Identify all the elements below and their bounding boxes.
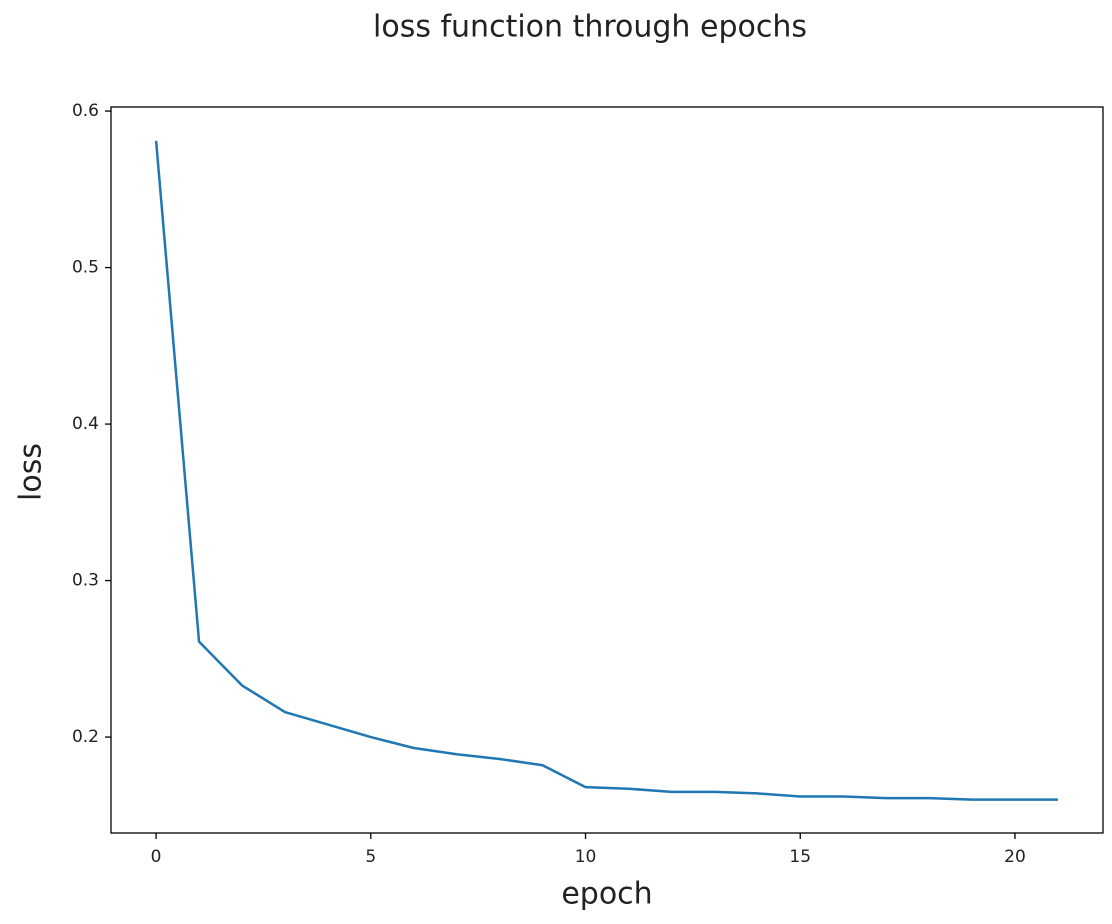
chart-title: loss function through epochs	[373, 10, 807, 45]
x-tick-label: 0	[151, 847, 162, 867]
x-tick-label: 5	[365, 847, 376, 867]
y-tick-label: 0.6	[72, 101, 99, 121]
x-axis-label: epoch	[561, 877, 652, 912]
x-tick-label: 15	[789, 847, 811, 867]
x-tick-label: 10	[575, 847, 597, 867]
line	[154, 140, 1058, 801]
y-tick-label: 0.4	[72, 414, 99, 434]
y-axis-label: loss	[14, 443, 49, 501]
plot-frame	[110, 106, 1104, 834]
y-tick-label: 0.5	[72, 258, 99, 278]
y-tick-label: 0.2	[72, 727, 99, 747]
x-tick-label: 20	[1004, 847, 1026, 867]
y-tick-label: 0.3	[72, 571, 99, 591]
